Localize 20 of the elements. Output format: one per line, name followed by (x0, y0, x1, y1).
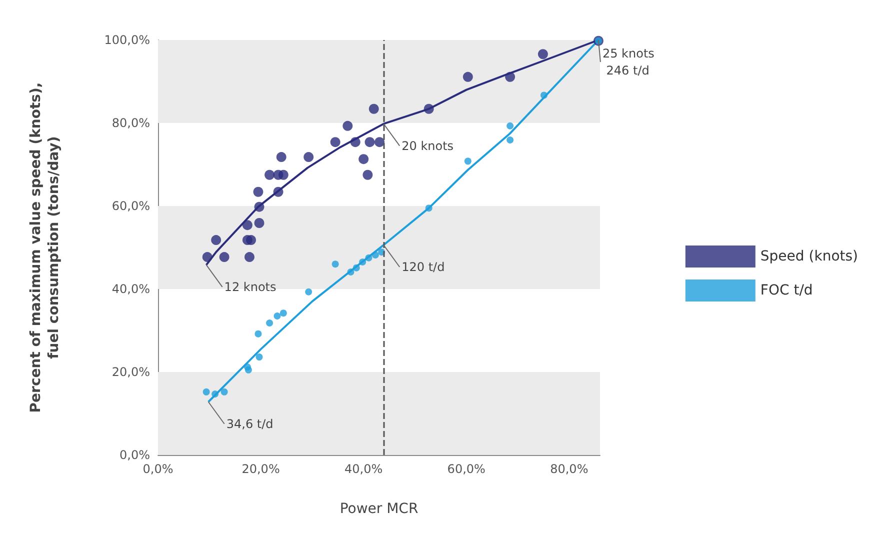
x-tick-label: 80,0% (550, 462, 588, 476)
x-tick-label: 60,0% (447, 462, 486, 476)
annotation: 34,6 t/d (226, 416, 274, 431)
annotation: 120 t/d (402, 260, 445, 274)
y-tick-label: 100,0% (104, 33, 150, 47)
y-tick-label: 20,0% (112, 365, 150, 379)
y-tick-label: 0,0% (120, 448, 150, 462)
x-tick-label: 0,0% (142, 462, 174, 476)
x-tick-label: 20,0% (242, 462, 280, 476)
y-tick-label: 80,0% (112, 116, 150, 130)
annotation: 25 knots 246 t/d (602, 46, 654, 78)
y-tick-label: 40,0% (112, 282, 150, 296)
x-axis-title: Power MCR (340, 501, 418, 517)
legend-label: Speed (knots) (760, 248, 858, 264)
annotation: 20 knots (402, 138, 454, 153)
x-tick-label: 40,0% (344, 462, 383, 476)
y-tick-label: 60,0% (112, 199, 150, 213)
y-axis-title: Percent of maximum value speed (knots), fuel consumption (tons/day) (28, 82, 62, 413)
annotation: 12 knots (224, 280, 276, 294)
legend-label: FOC t/d (760, 282, 813, 298)
